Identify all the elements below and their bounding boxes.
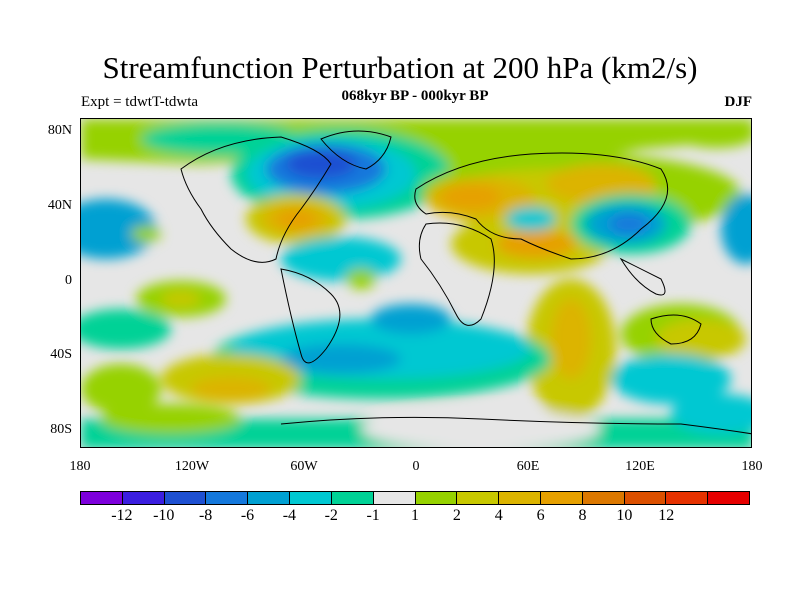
lon-label-120e: 120E [625, 459, 655, 474]
colorbar-box-6 [331, 492, 374, 504]
colorbar-box-13 [624, 492, 667, 504]
colorbar-box-0 [81, 492, 123, 504]
lon-label-0: 0 [412, 459, 420, 474]
season-label: DJF [724, 94, 753, 110]
colorbar-label: 2 [452, 507, 461, 524]
colorbar-label: 1 [411, 507, 419, 524]
colorbar-box-10 [499, 492, 541, 504]
colorbar-box-1 [122, 492, 165, 504]
colorbar-label: -6 [240, 507, 255, 524]
colorbar-box-4 [248, 492, 291, 504]
lat-label-80s: 80S [50, 422, 72, 437]
colorbar-label: -2 [324, 507, 338, 524]
colorbar-label: 6 [536, 507, 545, 524]
colorbar-label: -12 [111, 507, 133, 524]
colorbar-label: -8 [198, 507, 213, 524]
colorbar-box-14 [666, 492, 709, 504]
colorbar-box-11 [540, 492, 583, 504]
colorbar-box-2 [164, 492, 207, 504]
lat-label-40s: 40S [50, 347, 72, 362]
lon-label-120w: 120W [174, 459, 210, 474]
chart-subtitle: 068kyr BP - 000kyr BP [341, 88, 489, 104]
colorbar-box-3 [206, 492, 249, 504]
colorbar-box-7 [373, 492, 416, 504]
lon-label-60w: 60W [290, 459, 318, 474]
streamfunction-map [81, 119, 751, 447]
lon-label-60e: 60E [516, 459, 540, 474]
colorbar-label: 8 [578, 507, 587, 524]
contour-fields [81, 119, 751, 447]
coastlines [180, 130, 751, 435]
lon-label-180w: 180 [69, 459, 91, 474]
colorbar [80, 491, 750, 505]
lat-label-40n: 40N [47, 198, 72, 213]
lat-label-0: 0 [65, 273, 72, 288]
colorbar-label: 12 [658, 507, 675, 524]
colorbar-box-8 [415, 492, 458, 504]
colorbar-box-12 [582, 492, 625, 504]
chart-title: Streamfunction Perturbation at 200 hPa (… [102, 50, 698, 85]
map-plot-area [80, 118, 752, 448]
colorbar-box-5 [290, 492, 332, 504]
colorbar-label: 10 [616, 507, 633, 524]
colorbar-label: -4 [282, 507, 297, 524]
lon-label-180e: 180 [741, 459, 763, 474]
lat-label-80n: 80N [47, 123, 72, 138]
colorbar-label: -1 [366, 507, 380, 524]
colorbar-label: -10 [153, 507, 175, 524]
experiment-label: Expt = tdwtT-tdwta [81, 94, 199, 110]
colorbar-box-9 [457, 492, 500, 504]
colorbar-label: 4 [494, 507, 503, 524]
colorbar-box-15 [708, 492, 749, 504]
